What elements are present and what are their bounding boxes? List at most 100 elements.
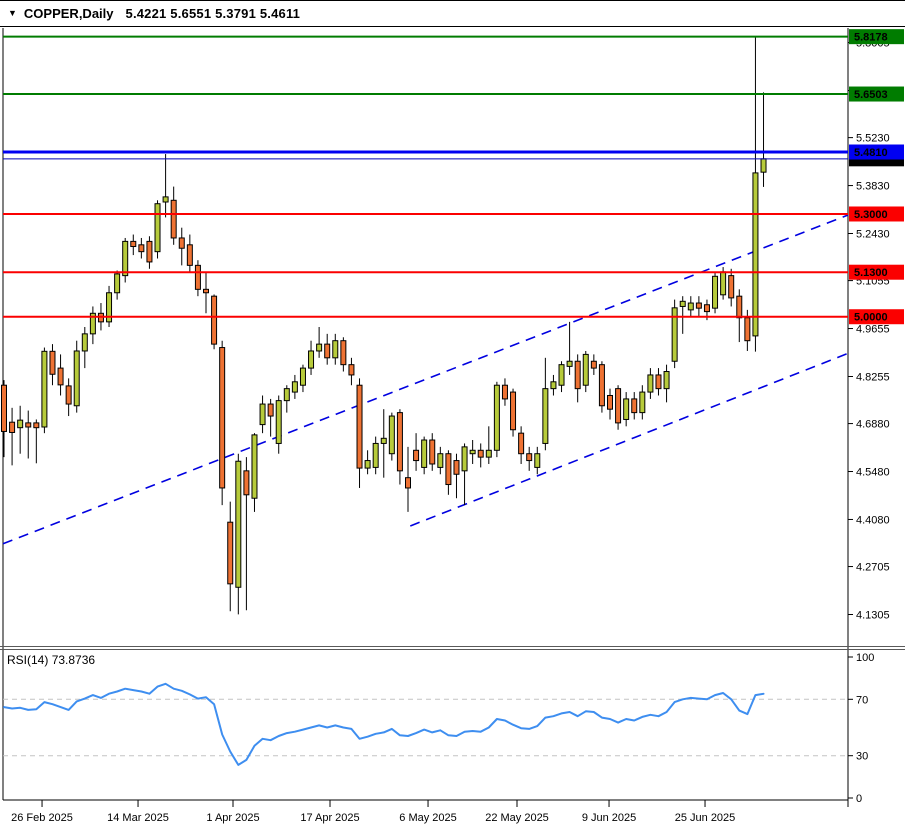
candle-body-bear xyxy=(518,432,525,455)
price-level-badge: 5.4810 xyxy=(854,147,888,159)
candle-body-bear xyxy=(356,384,363,469)
trendline-upper[interactable] xyxy=(2,214,849,545)
candle-body-bull xyxy=(558,364,565,386)
symbol-dropdown-triangle-icon[interactable]: ▼ xyxy=(8,8,17,18)
price-level-badge: 5.1300 xyxy=(854,267,888,279)
candle-body-bear xyxy=(170,199,177,239)
rsi-indicator-label: RSI(14) 73.8736 xyxy=(7,653,95,667)
x-axis-label: 17 Apr 2025 xyxy=(300,812,359,824)
candle-body-bear xyxy=(736,295,743,319)
candle-body-bear xyxy=(57,367,64,386)
candle-body-bull xyxy=(122,240,129,277)
candle-body-bear xyxy=(526,453,533,462)
rsi-axis-label: 70 xyxy=(856,694,868,706)
candle-body-bear xyxy=(396,412,403,472)
candle-body-bull xyxy=(332,340,339,359)
candle-body-bull xyxy=(663,371,670,390)
candle-body-bull xyxy=(89,312,96,335)
ohlc-values: 5.4221 5.6551 5.3791 5.4611 xyxy=(125,6,301,21)
candle-body-bear xyxy=(186,244,193,266)
candle-body-bull xyxy=(550,381,557,390)
candle-body-bull xyxy=(114,273,121,294)
candle-body-bear xyxy=(219,347,226,489)
candle-body-bear xyxy=(655,374,662,390)
candle-body-bear xyxy=(65,385,72,405)
candle-body-bull xyxy=(275,400,282,444)
candle-body-bull xyxy=(73,350,80,407)
candle-body-bull xyxy=(720,271,727,296)
candle-body-bull xyxy=(388,415,395,455)
candle-body-bull xyxy=(485,449,492,458)
candle-body-bear xyxy=(429,439,436,465)
candle-body-bull xyxy=(291,381,298,393)
rsi-axis-label: 100 xyxy=(856,652,874,664)
rsi-axis-label: 30 xyxy=(856,751,868,763)
candle-body-bull xyxy=(299,367,306,386)
x-axis-label: 1 Apr 2025 xyxy=(206,812,259,824)
candle-body-bear xyxy=(413,449,420,462)
candle-body-bull xyxy=(154,203,161,253)
y-axis-label: 4.9655 xyxy=(856,324,890,336)
candle-body-bear xyxy=(477,449,484,458)
candle-body-bull xyxy=(623,398,630,420)
candle-body-bull xyxy=(41,350,48,428)
candle-body-bear xyxy=(33,422,40,429)
candle-body-bull xyxy=(283,388,290,402)
candle-body-bear xyxy=(340,340,347,366)
rsi-name: RSI(14) xyxy=(7,653,49,667)
candle-body-bull xyxy=(364,460,371,469)
x-axis-label: 22 May 2025 xyxy=(485,812,549,824)
candle-body-bull xyxy=(760,158,767,173)
candle-body-bear xyxy=(405,477,411,489)
candle-body-bear xyxy=(695,302,702,309)
candle-body-bear xyxy=(130,240,137,248)
candle-body-bull xyxy=(316,343,323,352)
candle-body-bull xyxy=(437,453,444,468)
candle-body-bull xyxy=(469,449,476,455)
candle-body-bull xyxy=(542,388,549,444)
price-level-badge-bg xyxy=(849,264,904,280)
trendline-lower[interactable] xyxy=(409,352,849,527)
candle-body-bear xyxy=(227,521,234,585)
candle-body-bull xyxy=(712,275,719,309)
candle-body-bear xyxy=(348,364,355,376)
candle-body-bull xyxy=(639,391,646,414)
candle-body-bear xyxy=(574,360,581,390)
y-axis-label: 5.5230 xyxy=(856,133,890,145)
candle-body-bear xyxy=(453,460,460,475)
candle-body-bull xyxy=(235,460,242,588)
candle-body-bear xyxy=(607,394,613,410)
symbol-timeframe-label: COPPER,Daily xyxy=(23,6,114,21)
candle-body-bull xyxy=(251,434,258,499)
rsi-current-value: 73.8736 xyxy=(51,653,96,667)
candle-body-bear xyxy=(510,391,517,431)
price-level-badge: 5.8178 xyxy=(854,32,888,44)
candle-body-bull xyxy=(461,446,468,472)
chart-title-bar: ▼ COPPER,Daily 5.4221 5.6551 5.3791 5.46… xyxy=(0,0,905,27)
candle-body-bull xyxy=(259,403,266,426)
price-level-badge-bg xyxy=(849,206,904,222)
rsi-axis-label: 0 xyxy=(856,793,862,805)
candle-body-bear xyxy=(9,421,16,433)
candle-body-bull xyxy=(162,196,169,203)
candle-body-bull xyxy=(687,302,694,311)
price-level-badge: 5.3000 xyxy=(854,209,888,221)
candle-body-bear xyxy=(445,453,452,486)
candle-body-bear xyxy=(728,275,735,299)
candle-body-bear xyxy=(211,295,218,345)
candle-body-bear xyxy=(324,343,331,359)
y-axis-label: 5.3830 xyxy=(856,181,890,193)
candle-body-bear xyxy=(194,264,201,290)
candle-body-bull xyxy=(380,437,387,444)
candle-body-bull xyxy=(372,442,379,468)
candle-body-bear xyxy=(25,422,32,428)
price-level-badge: 5.0000 xyxy=(854,312,888,324)
candle-body-bull xyxy=(566,360,573,367)
candle-body-bull xyxy=(752,172,759,337)
candle-body-bear xyxy=(178,237,185,249)
candle-body-bear xyxy=(49,350,56,375)
candle-body-bear xyxy=(703,304,710,313)
x-axis-label: 6 May 2025 xyxy=(399,812,456,824)
